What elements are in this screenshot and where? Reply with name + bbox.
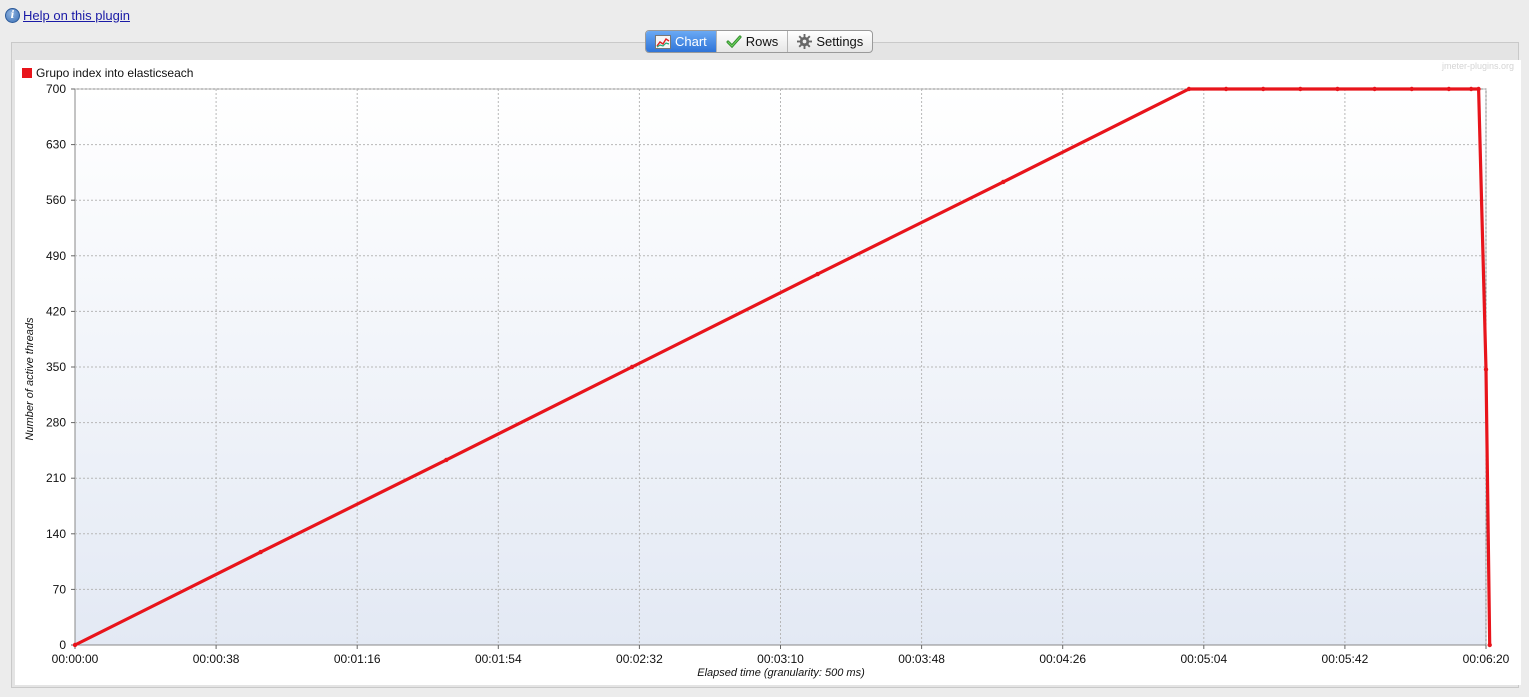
y-tick-label: 210 — [46, 471, 66, 485]
y-tick-label: 140 — [46, 527, 66, 541]
series-point — [1335, 86, 1340, 92]
chart-icon — [655, 34, 671, 49]
x-tick-label: 00:04:26 — [1039, 652, 1086, 666]
checkmark-icon — [726, 35, 742, 48]
series-point — [1409, 86, 1414, 92]
series-point — [1446, 86, 1452, 92]
tab-bar: Chart Rows Settings — [645, 30, 874, 53]
y-axis-label: Number of active threads — [24, 317, 36, 440]
series-point — [1483, 367, 1489, 372]
x-tick-label: 00:00:38 — [193, 652, 240, 666]
y-tick-label: 700 — [46, 82, 66, 96]
series-point — [72, 642, 78, 648]
y-tick-label: 0 — [59, 638, 66, 652]
info-icon: i — [5, 7, 20, 23]
series-point — [258, 549, 263, 555]
y-tick-label: 420 — [46, 304, 66, 318]
x-tick-label: 00:05:04 — [1180, 652, 1227, 666]
y-tick-label: 630 — [46, 138, 66, 152]
help-bar: i Help on this plugin — [5, 5, 130, 25]
tab-rows-label: Rows — [745, 34, 779, 49]
tab-chart-label: Chart — [675, 34, 707, 49]
y-tick-label: 280 — [46, 416, 66, 430]
gear-icon — [797, 34, 813, 49]
y-tick-label: 490 — [46, 249, 66, 263]
grid-lines — [75, 88, 1487, 645]
watermark-text: jmeter-plugins.org — [1441, 61, 1514, 71]
y-axis-ticks: 0 70 140 210 280 350 420 490 560 630 700 — [46, 82, 75, 652]
series-point — [1001, 179, 1006, 185]
series-point — [1186, 86, 1192, 92]
series-group — [72, 86, 1492, 648]
tab-chart[interactable]: Chart — [646, 31, 716, 52]
chart-area: 0 70 140 210 280 350 420 490 560 630 700 00:00:00 0… — [15, 60, 1521, 685]
series-point — [1468, 86, 1474, 92]
help-link[interactable]: Help on this plugin — [23, 7, 130, 23]
legend: Grupo index into elasticseach — [22, 66, 193, 80]
x-tick-label: 00:06:20 — [1463, 652, 1510, 666]
series-point — [444, 457, 449, 463]
x-axis-label: Elapsed time (granularity: 500 ms) — [697, 667, 865, 679]
x-tick-label: 00:05:42 — [1322, 652, 1369, 666]
y-tick-label: 560 — [46, 193, 66, 207]
legend-swatch — [22, 68, 32, 78]
x-tick-label: 00:01:16 — [334, 652, 381, 666]
series-point — [1476, 86, 1481, 92]
x-tick-label: 00:00:00 — [52, 652, 99, 666]
tab-rows[interactable]: Rows — [715, 31, 788, 52]
tab-settings-label: Settings — [816, 34, 864, 49]
series-point — [1372, 86, 1377, 92]
legend-label: Grupo index into elasticseach — [36, 66, 193, 80]
x-axis-ticks: 00:00:00 00:00:38 00:01:16 00:01:54 00:02:32… — [52, 645, 1510, 666]
y-tick-label: 350 — [46, 360, 66, 374]
series-point — [1261, 86, 1266, 92]
y-tick-label: 70 — [53, 582, 67, 596]
series-point — [629, 364, 635, 370]
tab-settings[interactable]: Settings — [787, 31, 872, 52]
series-point — [1298, 86, 1303, 92]
x-tick-label: 00:03:48 — [898, 652, 945, 666]
series-point — [1487, 642, 1492, 648]
x-tick-label: 00:01:54 — [475, 652, 522, 666]
series-point — [1223, 86, 1229, 92]
x-tick-label: 00:03:10 — [757, 652, 804, 666]
x-tick-label: 00:02:32 — [616, 652, 663, 666]
series-point — [815, 271, 820, 277]
